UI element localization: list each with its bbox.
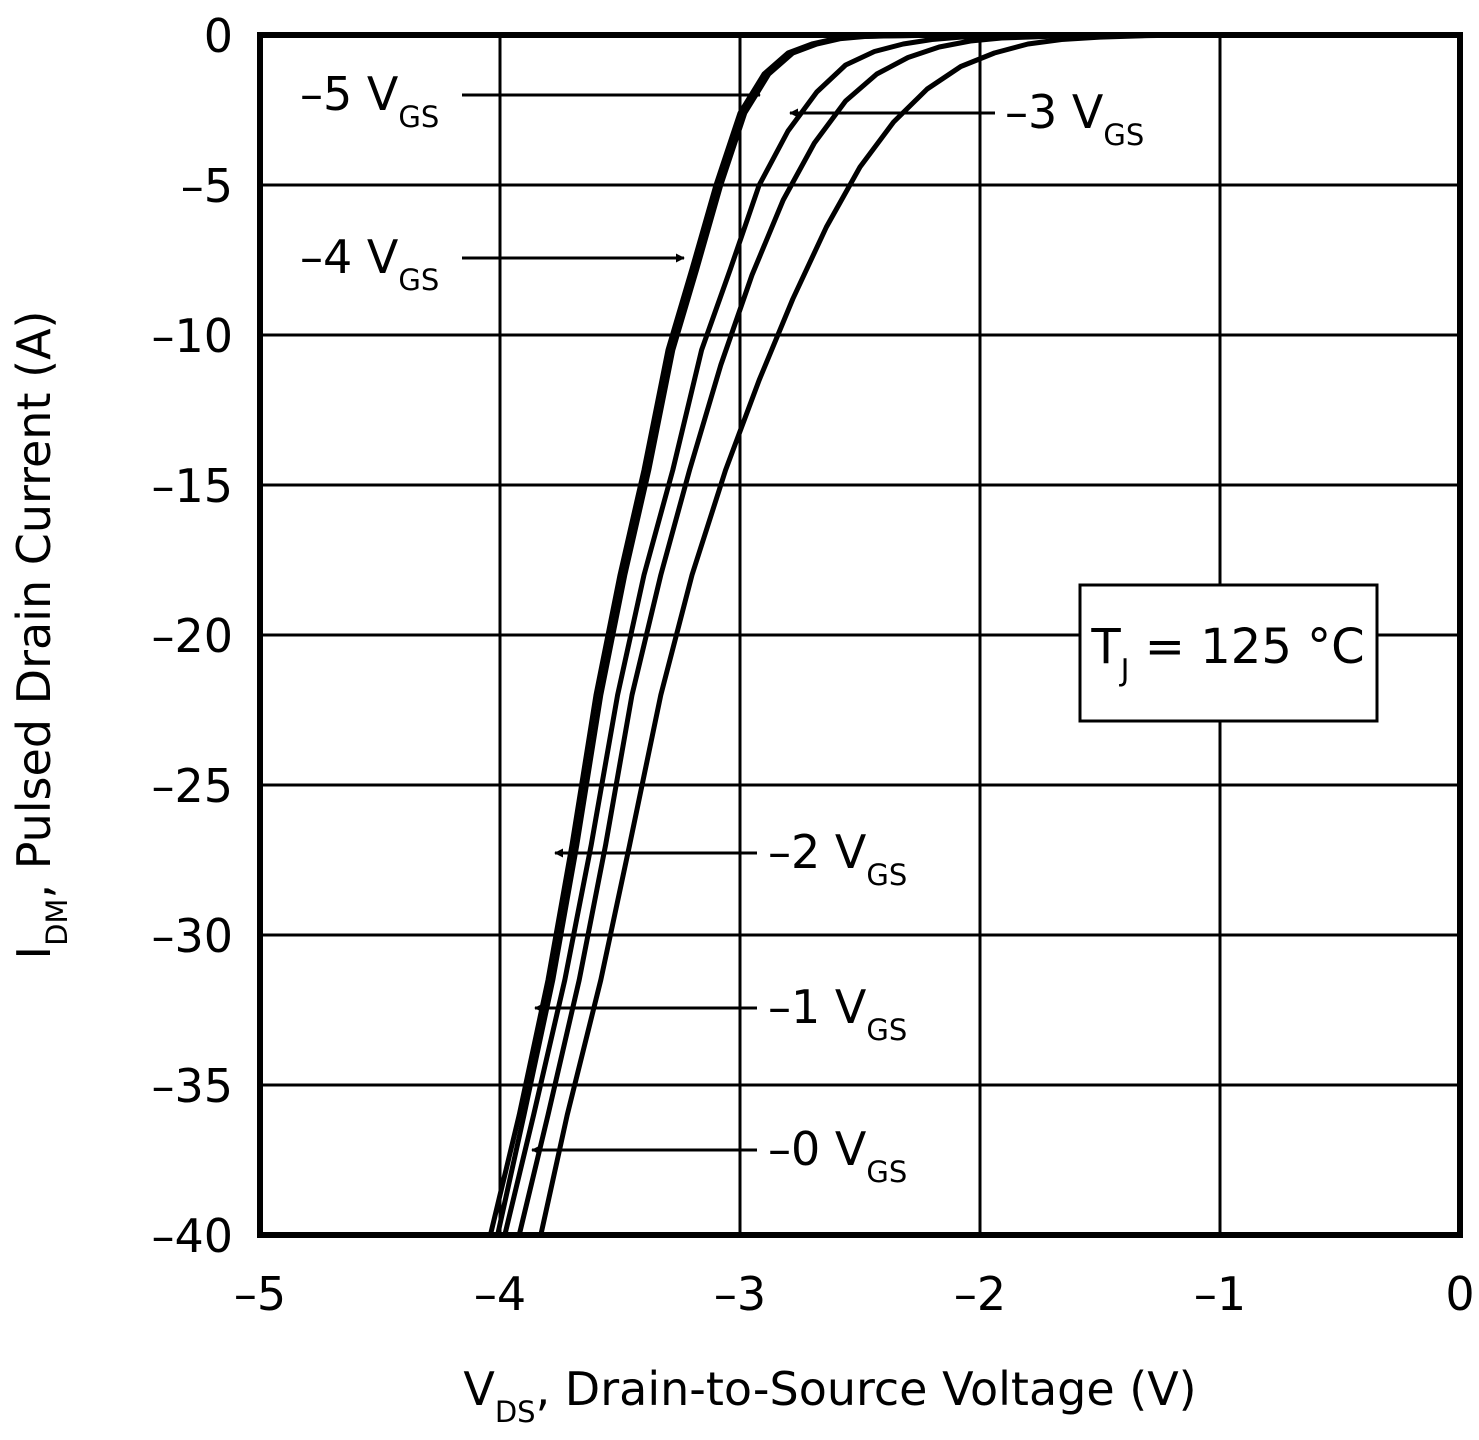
curve-label-4v: –4 VGS (300, 230, 685, 297)
x-axis-title: VDS, Drain-to-Source Voltage (V) (463, 1362, 1196, 1429)
label-subscript: GS (398, 100, 439, 134)
label-subscript: GS (866, 858, 907, 892)
curve-label-2v: –2 VGS (554, 825, 907, 892)
y-tick-label: –35 (151, 1059, 233, 1113)
series-line (538, 32, 1199, 1238)
y-tick-label: –10 (151, 309, 233, 363)
y-tick-label: –5 (181, 159, 233, 213)
y-tick-label: –20 (151, 609, 233, 663)
annotation-text: TJ = 125 °C (1090, 619, 1364, 688)
label-subscript: GS (1103, 118, 1144, 152)
y-tick-label: –30 (151, 909, 233, 963)
curve-label-text-2v: –2 VGS (768, 825, 907, 892)
curve-label-3v: –3 VGS (789, 85, 1144, 152)
annotation-box (1078, 583, 1379, 723)
curve-label-text-4v: –4 VGS (300, 230, 439, 297)
x-tick-label: –3 (714, 1267, 766, 1321)
curve-label-text-5v: –5 VGS (300, 67, 439, 134)
curve-label-text-3v: –3 VGS (1005, 85, 1144, 152)
x-tick-label: –4 (474, 1267, 526, 1321)
y-axis-title: IDM, Pulsed Drain Current (A) (7, 311, 74, 960)
label-subscript: GS (866, 1155, 907, 1189)
label-subscript: GS (398, 263, 439, 297)
y-axis-title-subscript: DM (40, 899, 74, 946)
curve-label-1v: –1 VGS (534, 980, 907, 1047)
y-tick-label: –40 (151, 1209, 233, 1263)
series-line (516, 32, 1151, 1238)
temperature-annotation: TJ = 125 °C (1078, 583, 1379, 723)
y-tick-label: –25 (151, 759, 233, 813)
curve-label-text-0v: –0 VGS (768, 1122, 907, 1189)
curve-label-0v: –0 VGS (531, 1122, 907, 1189)
tick-labels: –5 –4 –3 –2 –1 00–5–10–15–20–25–30–35–40 (151, 9, 1474, 1321)
x-tick-label: 0 (1445, 1267, 1474, 1321)
curve-label-text-1v: –1 VGS (768, 980, 907, 1047)
x-tick-label: –1 (1194, 1267, 1246, 1321)
x-axis-title-subscript: DS (495, 1395, 536, 1429)
y-tick-label: 0 (204, 9, 233, 63)
annotation-subscript: J (1119, 653, 1130, 688)
curve-label-5v: –5 VGS (300, 67, 761, 134)
x-tick-label: –2 (954, 1267, 1006, 1321)
plot-frame (257, 32, 1463, 1238)
y-tick-label: –15 (151, 459, 233, 513)
x-tick-label: –5 (234, 1267, 286, 1321)
label-subscript: GS (866, 1013, 907, 1047)
